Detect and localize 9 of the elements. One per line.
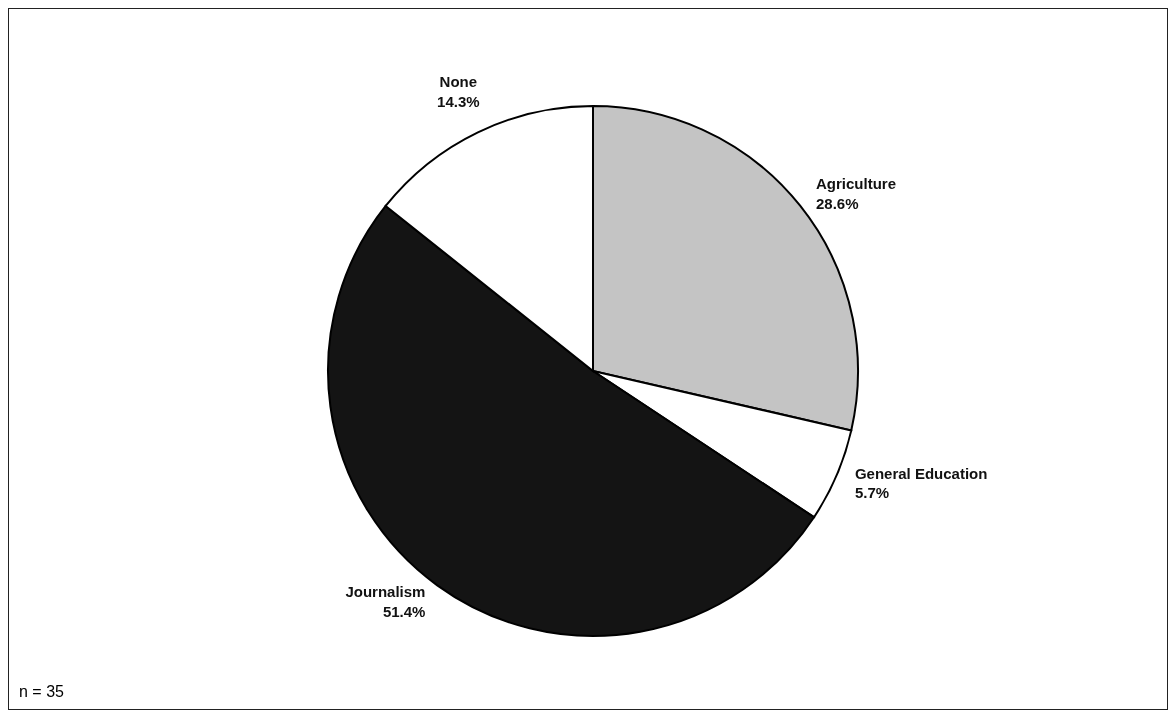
data-label: 5.7% xyxy=(854,484,890,502)
data-label: 14.3% xyxy=(437,92,480,110)
slice-label: Journalism xyxy=(345,583,426,601)
text: n = 35 xyxy=(19,683,64,701)
data-label: 28.6% xyxy=(815,194,859,212)
slice-label: Agriculture xyxy=(815,175,896,193)
slice-label: None xyxy=(439,73,478,91)
slice-label: General Education xyxy=(854,464,988,482)
data-label: 51.4% xyxy=(382,602,426,620)
